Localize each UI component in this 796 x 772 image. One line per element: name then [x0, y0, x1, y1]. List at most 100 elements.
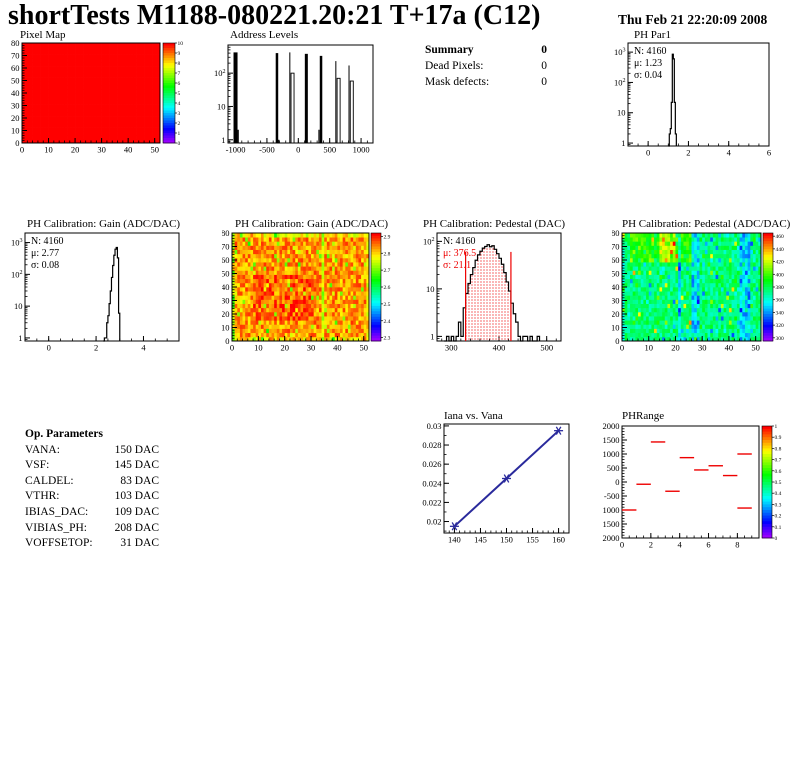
svg-text:6: 6 — [706, 540, 710, 550]
svg-text:20: 20 — [612, 309, 620, 319]
gain-hist-svg: PH Calibration: Gain (ADC/DAC) 0 2 4 1 10 102 1… — [11, 218, 180, 353]
svg-text:2.4: 2.4 — [384, 319, 391, 325]
svg-text:2.3: 2.3 — [384, 336, 391, 342]
svg-text:0.022: 0.022 — [422, 497, 441, 507]
svg-text:1000: 1000 — [603, 505, 620, 515]
svg-text:80: 80 — [222, 228, 230, 238]
svg-text:1: 1 — [430, 331, 434, 341]
svg-text:0: 0 — [620, 343, 624, 353]
ph-range-chart: PHRange 0 2 4 6 8 2000 1500 1000 500 0 -500 1000 1500… — [596, 408, 796, 553]
svg-text:60: 60 — [222, 255, 230, 265]
svg-text:1: 1 — [621, 138, 625, 148]
summary-row-dead-pixels: Dead Pixels: 0 — [425, 58, 547, 74]
svg-text:μ: 2.77: μ: 2.77 — [31, 248, 59, 259]
svg-text:1500: 1500 — [603, 435, 620, 445]
svg-text:102: 102 — [11, 269, 23, 279]
svg-text:10: 10 — [426, 284, 435, 294]
svg-text:0: 0 — [646, 148, 650, 158]
ibias-dac-label: IBIAS_DAC: — [25, 505, 89, 518]
svg-text:20: 20 — [671, 343, 680, 353]
summary-value: 0 — [541, 44, 547, 56]
svg-text:σ: 21.1: σ: 21.1 — [443, 260, 471, 271]
svg-text:2: 2 — [94, 343, 98, 353]
iana-vana-svg: Iana vs. Vana 140 145 150 155 160 0.02 0.022 0.0… — [422, 410, 570, 545]
svg-text:320: 320 — [776, 323, 785, 329]
svg-text:380: 380 — [776, 285, 785, 291]
svg-text:102: 102 — [214, 68, 226, 78]
vsf-label: VSF: — [25, 459, 50, 472]
pedestal-histogram-chart: PH Calibration: Pedestal (DAC) 300 400 500 1… — [420, 215, 585, 357]
svg-text:80: 80 — [612, 228, 620, 238]
svg-text:Iana vs. Vana: Iana vs. Vana — [444, 410, 503, 422]
dead-pixels-label: Dead Pixels: — [425, 60, 484, 72]
svg-text:440: 440 — [776, 247, 785, 253]
svg-text:2.5: 2.5 — [384, 302, 391, 308]
svg-text:0: 0 — [615, 477, 619, 487]
svg-text:0: 0 — [230, 343, 234, 353]
iana-vs-vana-chart: Iana vs. Vana 140 145 150 155 160 0.02 0.022 0.0… — [410, 408, 585, 548]
svg-text:300: 300 — [776, 336, 785, 342]
svg-text:4: 4 — [141, 343, 146, 353]
timestamp: Thu Feb 21 22:20:09 2008 — [618, 12, 768, 27]
svg-text:10: 10 — [254, 343, 263, 353]
pixel-map-chart: Pixel Map 0 10 20 30 40 50 0 10 20 30 40 50 60 70 80 10 9… — [8, 28, 208, 160]
vibias-ph-value: 208 DAC — [114, 521, 159, 534]
svg-text:0: 0 — [225, 336, 229, 346]
caldel-label: CALDEL: — [25, 474, 74, 487]
svg-text:10: 10 — [178, 41, 184, 47]
svg-text:PH Calibration: Gain (ADC/DAC): PH Calibration: Gain (ADC/DAC) — [27, 218, 180, 230]
svg-text:500: 500 — [607, 463, 620, 473]
svg-text:1500: 1500 — [603, 519, 620, 529]
gain-map-chart: PH Calibration: Gain (ADC/DAC) 0 10 20 30 40 5… — [222, 215, 394, 357]
svg-text:0: 0 — [296, 145, 300, 155]
ibias-dac-value: 109 DAC — [114, 505, 159, 518]
vthr-label: VTHR: — [25, 490, 60, 503]
svg-text:420: 420 — [776, 260, 785, 266]
svg-text:20: 20 — [71, 145, 80, 155]
svg-text:20: 20 — [222, 309, 230, 319]
vana-value: 150 DAC — [114, 443, 159, 456]
svg-text:60: 60 — [612, 255, 620, 265]
dead-pixels-value: 0 — [541, 60, 547, 72]
svg-text:40: 40 — [222, 282, 230, 292]
caldel-value: 83 DAC — [120, 474, 159, 487]
svg-text:1: 1 — [178, 131, 181, 137]
summary-title: Summary — [425, 44, 474, 56]
svg-text:1: 1 — [221, 135, 225, 145]
op-param-row-ibias-dac: IBIAS_DAC: 109 DAC — [25, 505, 159, 521]
svg-text:30: 30 — [97, 145, 106, 155]
summary-header: Summary 0 — [425, 42, 547, 58]
svg-text:10: 10 — [44, 145, 53, 155]
svg-text:2000: 2000 — [603, 533, 620, 543]
svg-text:N: 4160: N: 4160 — [443, 236, 476, 247]
svg-text:0: 0 — [178, 141, 181, 147]
op-param-row-vthr: VTHR: 103 DAC — [25, 489, 159, 505]
vana-label: VANA: — [25, 443, 60, 456]
voffsetop-label: VOFFSETOP: — [25, 537, 93, 550]
svg-text:2.7: 2.7 — [384, 268, 391, 274]
ped-map-svg: PH Calibration: Pedestal (ADC/DAC)0 10 20 3… — [612, 218, 791, 353]
svg-text:340: 340 — [776, 310, 785, 316]
voffsetop-value: 31 DAC — [120, 537, 159, 550]
svg-text:140: 140 — [448, 535, 461, 545]
svg-text:50: 50 — [359, 343, 368, 353]
svg-text:500: 500 — [323, 145, 336, 155]
svg-text:500: 500 — [540, 343, 553, 353]
svg-text:400: 400 — [776, 272, 785, 278]
svg-text:30: 30 — [307, 343, 316, 353]
svg-text:50: 50 — [751, 343, 760, 353]
ph-par1-chart: PH Par1 0 2 4 6 1 10 102 103 N: 4160 μ: 1.23 σ: 0.0… — [610, 28, 790, 163]
svg-text:8: 8 — [735, 540, 739, 550]
svg-text:50: 50 — [11, 76, 20, 86]
svg-text:0: 0 — [47, 343, 51, 353]
gain-map-svg: PH Calibration: Gain (ADC/DAC)0 10 20 30 40 5… — [222, 218, 391, 353]
svg-text:40: 40 — [612, 282, 620, 292]
pedestal-map-chart: PH Calibration: Pedestal (ADC/DAC) 0 10 20 3… — [612, 215, 796, 357]
svg-text:5: 5 — [178, 91, 181, 97]
summary-row-mask-defects: Mask defects: 0 — [425, 74, 547, 90]
svg-text:2000: 2000 — [603, 421, 620, 431]
svg-text:0.028: 0.028 — [422, 440, 441, 450]
op-parameters-block: Op. Parameters VANA: 150 DAC VSF: 145 DA… — [25, 427, 159, 552]
svg-text:PH Calibration: Pedestal (ADC/: PH Calibration: Pedestal (ADC/DAC) — [622, 218, 791, 230]
